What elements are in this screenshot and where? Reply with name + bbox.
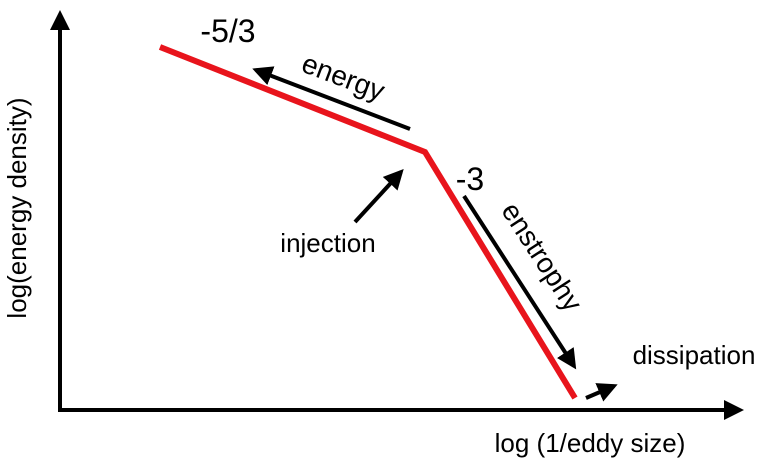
arrow-label: enstrophy — [495, 197, 588, 317]
enstrophy-arrow — [462, 194, 577, 370]
arrow-label: energy — [298, 48, 389, 107]
energy-arrow — [252, 66, 411, 131]
spectrum-line — [158, 44, 578, 400]
arrow-label: dissipation — [633, 340, 756, 370]
slope-label: -3 — [456, 161, 484, 197]
dissipation-arrow — [585, 383, 618, 402]
arrow-label: injection — [280, 228, 375, 258]
x-axis-label: log (1/eddy size) — [495, 428, 686, 458]
y-axis-label: log(energy density) — [2, 97, 32, 318]
injection-arrow — [353, 169, 404, 224]
slope-label: -5/3 — [200, 13, 255, 49]
